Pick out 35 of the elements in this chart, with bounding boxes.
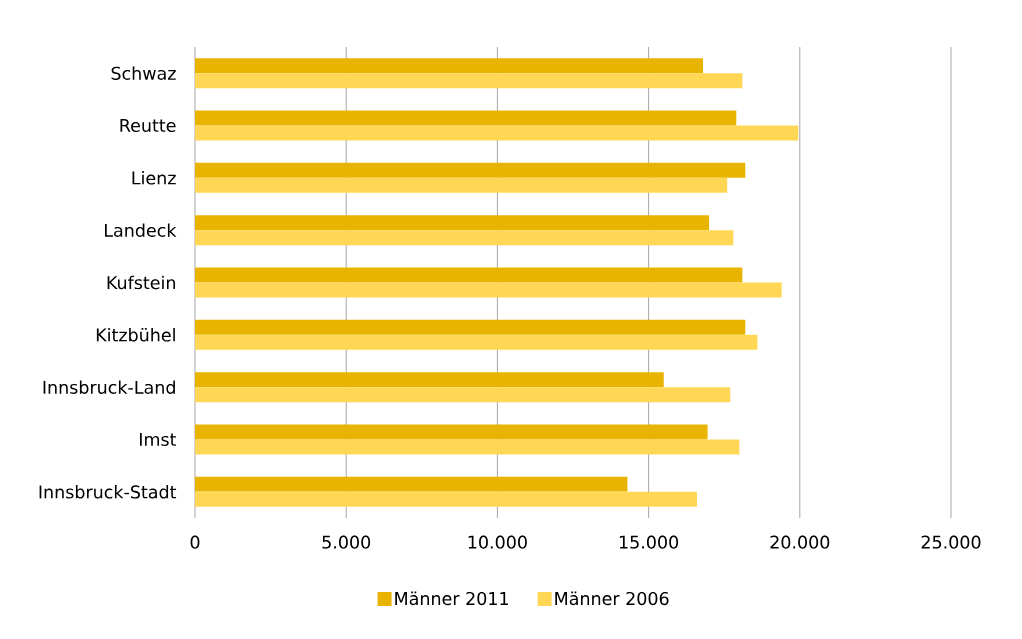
bar xyxy=(195,73,743,89)
y-tick-label: Kufstein xyxy=(107,275,175,290)
bar xyxy=(195,439,740,455)
x-tick-label: 20.000 xyxy=(770,535,830,549)
bar xyxy=(195,215,710,231)
bar xyxy=(195,58,704,74)
bar xyxy=(195,162,746,178)
y-tick-label: Landeck xyxy=(105,223,177,237)
bar xyxy=(195,177,728,193)
y-tick-label: Innsbruck-Land xyxy=(43,380,175,394)
bar xyxy=(195,110,737,126)
bar xyxy=(195,491,697,507)
y-tick-label: Imst xyxy=(140,432,177,446)
bar xyxy=(195,372,664,388)
bar xyxy=(195,125,799,141)
bar xyxy=(195,424,708,440)
legend-label: Männer 2006 xyxy=(555,591,669,606)
y-tick-label: Reutte xyxy=(120,118,176,132)
bar xyxy=(195,230,734,246)
y-tick-label: Schwaz xyxy=(111,66,176,80)
legend-label: Männer 2011 xyxy=(395,591,508,606)
x-tick-label: 0 xyxy=(190,535,200,549)
bar xyxy=(195,387,731,403)
bar xyxy=(195,319,746,335)
x-tick-label: 10.000 xyxy=(468,535,527,549)
bar xyxy=(195,476,628,492)
x-tick-label: 5.000 xyxy=(322,535,371,549)
y-tick-label: Kitzbühel xyxy=(96,328,175,342)
bar xyxy=(195,267,743,283)
x-tick-label: 15.000 xyxy=(619,535,679,549)
y-tick-label: Lienz xyxy=(132,171,176,185)
bar xyxy=(195,334,758,350)
x-tick-label: 25.000 xyxy=(921,535,981,549)
bar xyxy=(195,282,782,298)
y-tick-label: Innsbruck-Stadt xyxy=(39,485,177,499)
